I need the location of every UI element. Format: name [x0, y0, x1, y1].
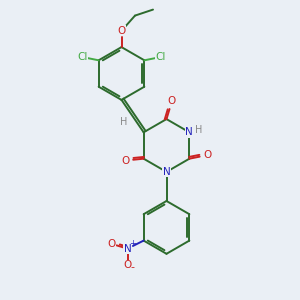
Text: O: O: [108, 239, 116, 249]
Text: -: -: [131, 262, 135, 272]
Text: H: H: [195, 125, 203, 135]
Text: Cl: Cl: [155, 52, 166, 62]
Text: O: O: [123, 260, 132, 270]
Text: O: O: [203, 150, 212, 160]
Text: O: O: [117, 26, 126, 36]
Text: O: O: [168, 96, 176, 106]
Text: +: +: [130, 239, 136, 248]
Text: N: N: [185, 127, 193, 137]
Text: Cl: Cl: [77, 52, 88, 62]
Text: H: H: [120, 117, 128, 127]
Text: N: N: [124, 244, 131, 254]
Text: N: N: [163, 167, 170, 177]
Text: O: O: [121, 156, 129, 166]
